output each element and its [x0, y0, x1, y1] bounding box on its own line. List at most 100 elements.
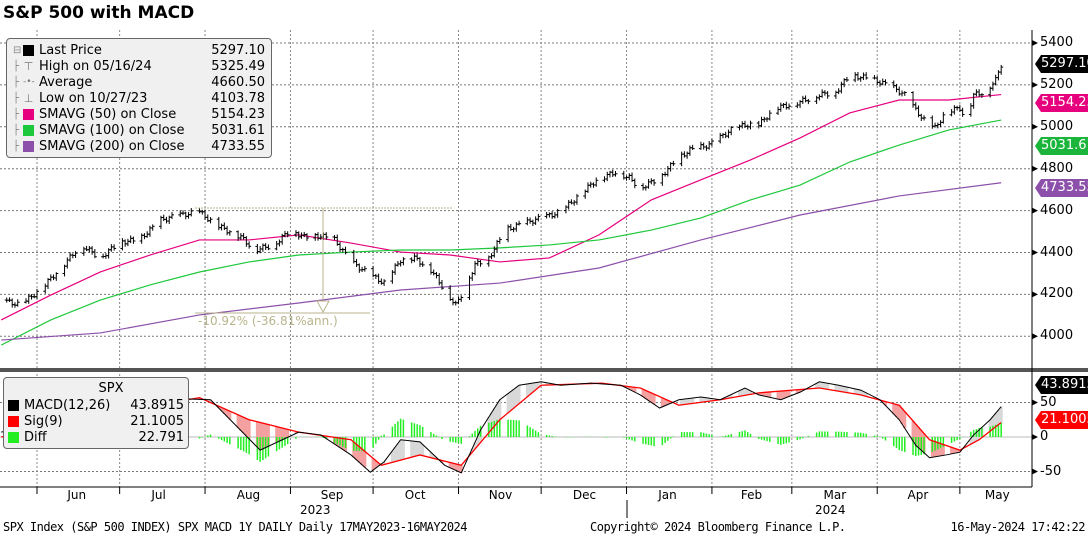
price-bar — [555, 208, 560, 218]
high-marker-icon: ⊤ — [23, 59, 34, 73]
price-bar — [913, 102, 918, 111]
price-legend: ⊟ Last Price 5297.10 ├ ⊤ High on 05/16/24 5325… — [6, 38, 272, 158]
price-bar — [131, 236, 136, 244]
sma-line-100 — [0, 119, 1002, 346]
legend-value: 5325.49 — [211, 58, 265, 74]
price-bar — [68, 252, 73, 262]
price-bar — [979, 93, 984, 98]
price-bar — [324, 232, 329, 240]
price-bar — [776, 106, 781, 115]
y-tick-label: 4400 — [1040, 244, 1074, 260]
price-bar — [260, 243, 265, 252]
price-bar — [742, 120, 747, 128]
price-bar — [227, 230, 232, 236]
price-bar — [238, 233, 243, 241]
legend-row: ├ SMAVG (200) on Close 4733.55 — [13, 138, 265, 154]
sma50-tag: 5154.23 — [1035, 94, 1088, 112]
price-bar — [81, 246, 86, 256]
legend-label: Average — [39, 74, 93, 90]
price-bar — [877, 80, 882, 87]
price-bar — [525, 217, 530, 226]
legend-label: SMAVG (100) on Close — [39, 122, 185, 138]
price-bar — [183, 211, 188, 220]
color-swatch — [23, 140, 34, 152]
x-tick-label: Nov — [488, 488, 513, 502]
price-bar — [54, 272, 59, 281]
price-bar — [762, 116, 767, 123]
price-bar — [990, 81, 995, 91]
price-bar — [687, 145, 692, 156]
legend-value: 5031.61 — [211, 122, 265, 138]
price-bar — [649, 178, 654, 185]
legend-value: 21.1005 — [130, 413, 184, 429]
y-tick-label: 4800 — [1040, 160, 1074, 176]
price-bar — [536, 213, 541, 222]
price-bar — [624, 175, 629, 181]
x-tick-label: Aug — [236, 488, 261, 502]
color-swatch — [23, 124, 34, 136]
legend-value: 4103.78 — [211, 90, 265, 106]
price-bar — [382, 279, 387, 287]
tick-marker — [1032, 399, 1038, 406]
price-bar — [800, 95, 805, 104]
price-bar — [439, 279, 444, 290]
legend-label: MACD(12,26) — [24, 397, 111, 413]
legend-label: Low on 10/27/23 — [39, 90, 148, 106]
price-bar — [112, 244, 117, 251]
color-swatch — [23, 108, 34, 120]
price-bar — [698, 141, 703, 150]
sma-line-50 — [0, 93, 1002, 321]
price-bar — [92, 248, 97, 259]
macd-legend-title: SPX — [98, 381, 124, 396]
price-bar — [420, 261, 425, 267]
tick-marker — [1032, 333, 1038, 340]
tick-marker — [1032, 165, 1038, 172]
macd-legend-row: MACD(12,26) 43.8915 — [8, 397, 184, 413]
price-bar — [90, 246, 95, 255]
price-bar — [613, 170, 618, 177]
price-bar — [517, 220, 522, 226]
tree-connector-icon: ├ — [13, 60, 20, 72]
legend-value: 22.791 — [138, 429, 185, 445]
price-bar — [858, 76, 863, 82]
price-bar — [448, 285, 453, 301]
price-bar — [10, 298, 15, 308]
price-bar — [164, 216, 169, 224]
price-bar — [999, 64, 1004, 75]
macd-legend-row: Sig(9) 21.1005 — [8, 413, 184, 429]
x-tick-label: Feb — [740, 488, 763, 502]
legend-label: Sig(9) — [24, 413, 63, 429]
price-bar — [120, 238, 125, 251]
legend-value: 4733.55 — [211, 138, 265, 154]
price-bar — [569, 199, 574, 205]
price-bar — [566, 199, 571, 210]
x-tick-label: Dec — [572, 488, 597, 502]
price-bar — [938, 120, 943, 128]
price-bar — [128, 235, 133, 244]
price-bar — [263, 243, 268, 250]
drawdown-label: -10.92% (-36.81%ann.) — [198, 314, 338, 328]
tick-marker — [1032, 468, 1038, 475]
x-tick-label: May — [984, 488, 1010, 502]
price-bar — [225, 225, 230, 236]
price-bar — [839, 81, 844, 94]
legend-label: SMAVG (50) on Close — [39, 106, 177, 122]
price-bar — [726, 129, 731, 139]
price-bar — [765, 117, 770, 122]
price-bar — [73, 250, 78, 258]
price-bar — [48, 274, 53, 282]
price-bar — [285, 231, 290, 238]
price-bar — [84, 245, 89, 252]
price-bar — [15, 299, 20, 307]
drawdown-annotation — [195, 207, 453, 314]
price-bar — [574, 193, 579, 205]
price-bar — [729, 126, 734, 136]
price-bar — [723, 131, 728, 139]
price-bar — [627, 173, 632, 180]
tick-marker — [1032, 40, 1038, 46]
price-bar — [974, 89, 979, 97]
price-bar — [803, 95, 808, 103]
price-bar — [547, 212, 552, 218]
price-bar — [853, 72, 858, 83]
